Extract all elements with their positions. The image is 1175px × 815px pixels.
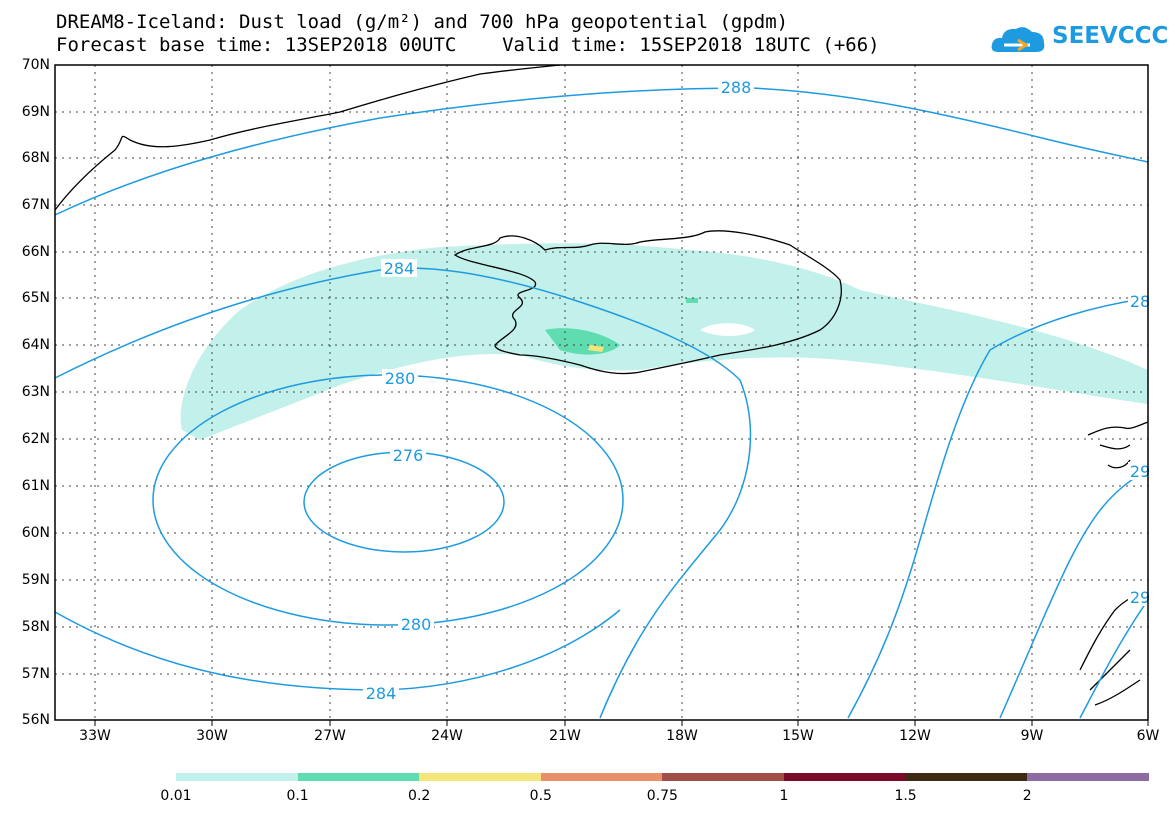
chart-title: DREAM8-Iceland: Dust load (g/m²) and 700… [56, 11, 789, 33]
contour-29-east [999, 469, 1149, 719]
lat-label: 65N [21, 290, 50, 306]
logo-text: SEEVCCC [1052, 23, 1169, 49]
lon-label: 21W [549, 728, 581, 744]
lat-label: 57N [21, 666, 50, 682]
greenland-coast [54, 64, 561, 211]
contour-label: 280 [385, 369, 416, 388]
colorbar-label: 2 [1022, 788, 1032, 804]
cloud-icon [991, 27, 1045, 52]
lon-label: 15W [782, 728, 814, 744]
contour-288 [54, 87, 1149, 216]
chart-subtitle: Forecast base time: 13SEP2018 00UTC Vali… [56, 34, 880, 56]
lat-label: 63N [21, 384, 50, 400]
colorbar-segment [1027, 773, 1149, 781]
lat-label: 58N [21, 619, 50, 635]
contour-label: 284 [384, 259, 415, 278]
contour-28-east [847, 297, 1149, 719]
lon-label: 24W [431, 728, 463, 744]
contour-labels: 288 284 280 276 280 284 28 29 29 [363, 78, 1150, 703]
lon-label: 27W [314, 728, 346, 744]
dust-area-high [588, 345, 604, 352]
colorbar-label: 0.75 [646, 788, 678, 804]
lon-label: 12W [899, 728, 931, 744]
dust-field [180, 243, 1148, 440]
contour-label: 288 [721, 78, 752, 97]
lat-label: 59N [21, 572, 50, 588]
lat-label: 66N [21, 244, 50, 260]
lon-label: 18W [666, 728, 698, 744]
lat-label: 56N [21, 712, 50, 728]
colorbar-label: 0.2 [408, 788, 431, 804]
contour-label: 280 [401, 615, 432, 634]
lon-label: 30W [196, 728, 228, 744]
contour-label: 284 [366, 684, 397, 703]
colorbar-segment [419, 773, 541, 781]
colorbar-segment [297, 773, 420, 781]
dust-area-low [180, 243, 1148, 440]
iceland-coast [453, 230, 842, 375]
map-frame [54, 64, 1149, 721]
colorbar-label: 1 [779, 788, 789, 804]
colorbar-segment [540, 773, 663, 781]
colorbar-label: 0.01 [160, 788, 192, 804]
lat-label: 61N [21, 478, 50, 494]
contour-label: 29 [1130, 588, 1150, 607]
norway-coast-south [1079, 589, 1149, 706]
contour-276 [303, 451, 505, 553]
norway-coast-north [1087, 421, 1149, 469]
lat-label: 68N [21, 150, 50, 166]
contour-29-southeast [1079, 599, 1149, 719]
contour-284-north [54, 267, 752, 719]
lat-label: 62N [21, 431, 50, 447]
colorbar-segment [784, 773, 906, 781]
geopotential-contours [54, 87, 1149, 719]
lon-label: 9W [1020, 728, 1044, 744]
lon-label: 33W [79, 728, 111, 744]
colorbar-label: 0.1 [286, 788, 309, 804]
lat-label: 69N [21, 104, 50, 120]
lat-label: 64N [21, 337, 50, 353]
lon-label: 6W [1136, 728, 1160, 744]
contour-label: 276 [393, 446, 424, 465]
contour-label: 28 [1130, 292, 1150, 311]
grid [55, 65, 1148, 720]
axis-ticks [94, 720, 1149, 726]
lat-label: 60N [21, 525, 50, 541]
colorbar-segment [905, 773, 1028, 781]
colorbar-segment [176, 773, 298, 781]
lat-label: 70N [21, 57, 50, 73]
colorbar-label: 1.5 [894, 788, 917, 804]
colorbar-segment [662, 773, 784, 781]
colorbar-label: 0.5 [529, 788, 552, 804]
contour-label: 29 [1130, 462, 1150, 481]
lat-label: 67N [21, 197, 50, 213]
